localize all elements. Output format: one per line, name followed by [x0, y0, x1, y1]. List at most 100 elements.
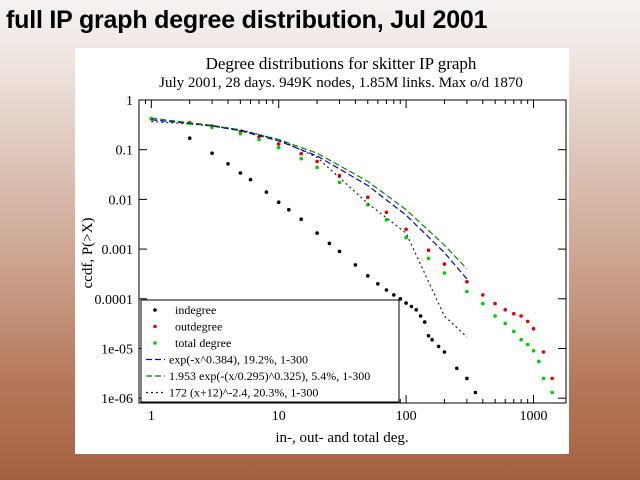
data-point-0	[418, 314, 423, 318]
data-point-0	[436, 344, 441, 349]
legend-label: outdegree	[175, 320, 222, 334]
data-point-2	[299, 156, 303, 161]
y-tick-label: 0.01	[109, 193, 134, 208]
data-point-0	[442, 350, 447, 354]
data-point-2	[315, 165, 319, 170]
data-point-2	[465, 289, 469, 294]
data-point-0	[414, 308, 419, 312]
data-point-1	[531, 326, 536, 331]
data-point-1	[299, 151, 303, 156]
plot-frame	[138, 99, 567, 404]
data-point-0	[426, 334, 431, 338]
chart-subtitle: July 2001, 28 days. 949K nodes, 1.85M li…	[159, 75, 523, 91]
data-point-1	[525, 319, 530, 324]
data-point-0	[264, 190, 269, 194]
data-point-2	[442, 271, 447, 275]
data-point-0	[353, 263, 358, 267]
data-point-0	[226, 162, 230, 166]
x-tick-label: 1	[148, 409, 155, 424]
data-point-0	[430, 337, 434, 342]
data-point-0	[287, 207, 291, 212]
data-point-2	[550, 390, 554, 395]
data-point-0	[299, 217, 303, 221]
data-point-2	[531, 349, 536, 353]
data-point-1	[465, 280, 469, 284]
chart-title: Degree distributions for skitter IP grap…	[206, 54, 477, 73]
y-tick-label: 0.0001	[95, 293, 134, 308]
data-point-1	[512, 311, 516, 316]
data-point-1	[426, 248, 431, 252]
data-point-2	[337, 180, 342, 185]
legend-label: indegree	[175, 303, 216, 317]
legend-marker-1	[153, 324, 157, 329]
y-tick-label: 1e-06	[101, 392, 133, 407]
series-line-4	[151, 117, 468, 270]
data-point-0	[210, 151, 214, 155]
data-point-2	[276, 145, 281, 150]
data-point-1	[276, 142, 281, 146]
data-point-2	[238, 131, 243, 136]
data-point-0	[455, 366, 459, 371]
legend-label: 1.953 exp(-(x/0.295)^0.325), 5.4%, 1-300	[169, 369, 370, 383]
data-point-1	[550, 376, 554, 381]
legend-label: 172 (x+12)^-2.4, 20.3%, 1-300	[169, 386, 318, 400]
x-tick-label: 1000	[519, 409, 547, 424]
data-point-1	[384, 210, 389, 215]
legend-label: exp(-x^0.384), 19.2%, 1-300	[169, 353, 308, 367]
data-point-2	[519, 337, 523, 342]
data-point-0	[376, 282, 380, 286]
data-point-2	[384, 217, 389, 222]
y-axis-label: ccdf, P(>X)	[80, 218, 96, 289]
data-point-1	[442, 262, 447, 266]
data-point-1	[519, 314, 523, 318]
data-point-2	[493, 314, 497, 318]
slide-title: full IP graph degree distribution, Jul 2…	[6, 6, 488, 34]
data-point-1	[503, 308, 508, 312]
x-tick-label: 100	[396, 409, 417, 424]
data-point-2	[426, 256, 431, 261]
data-point-0	[404, 301, 408, 305]
data-point-0	[276, 200, 281, 204]
data-point-0	[465, 376, 469, 381]
data-point-1	[493, 301, 497, 306]
series-line-5	[151, 120, 468, 338]
data-point-1	[366, 195, 370, 200]
series-line-3	[151, 119, 468, 280]
legend-label: total degree	[175, 336, 231, 350]
legend-marker-0	[153, 308, 157, 312]
data-point-0	[422, 320, 427, 324]
x-axis-label: in-, out- and total deg.	[275, 430, 408, 446]
y-tick-label: 0.1	[116, 144, 134, 159]
data-point-0	[327, 241, 332, 246]
data-point-1	[404, 227, 408, 232]
data-point-2	[512, 329, 516, 334]
y-tick-label: 1e-05	[101, 342, 133, 357]
data-point-0	[384, 288, 389, 292]
plot-area: 1 10 100 1000 1 0.1 0.01 0.001 0.0001 1e-05 1e-06 i…	[95, 94, 567, 424]
data-point-0	[187, 136, 192, 140]
data-point-2	[541, 376, 546, 381]
data-point-2	[481, 301, 485, 306]
data-point-1	[541, 350, 546, 354]
y-tick-label: 0.001	[102, 243, 134, 258]
data-point-0	[248, 177, 253, 182]
y-tick-label: 1	[126, 94, 133, 109]
data-point-1	[481, 293, 485, 297]
legend-box	[140, 299, 400, 403]
data-point-2	[525, 342, 530, 347]
data-point-2	[503, 321, 508, 326]
data-point-0	[366, 274, 370, 278]
chart-panel: Degree distributions for skitter IP grap…	[75, 48, 569, 454]
data-point-2	[404, 235, 408, 240]
degree-distribution-chart: Degree distributions for skitter IP grap…	[80, 54, 567, 446]
data-point-0	[409, 304, 414, 309]
legend-marker-2	[153, 341, 157, 345]
data-point-0	[315, 231, 319, 235]
data-point-0	[392, 293, 396, 297]
data-point-0	[238, 171, 243, 175]
data-point-2	[257, 137, 261, 142]
x-tick-label: 10	[272, 409, 286, 424]
data-point-0	[473, 390, 478, 395]
data-point-0	[337, 249, 342, 254]
data-point-2	[537, 359, 541, 364]
